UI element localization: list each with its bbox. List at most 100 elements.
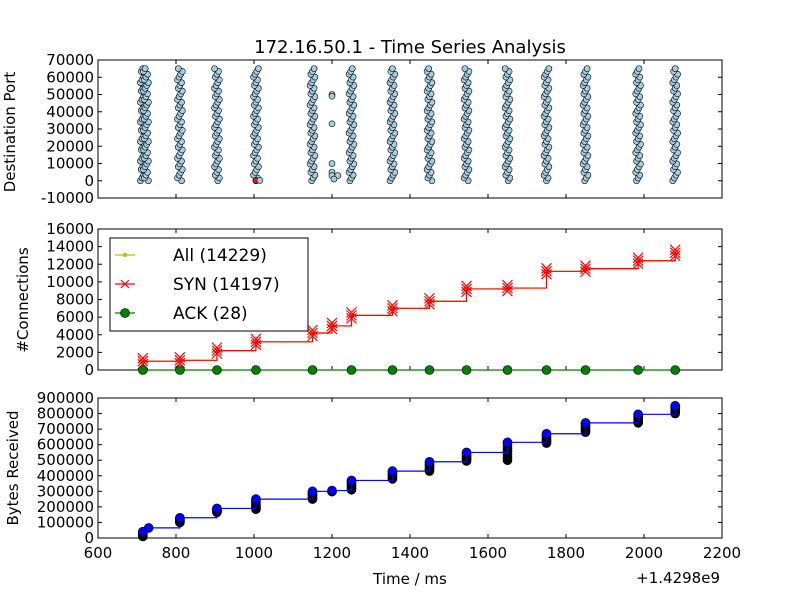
bytes-blue-point xyxy=(175,512,185,523)
port-point xyxy=(328,92,336,100)
port-point xyxy=(310,65,318,72)
port-point xyxy=(671,65,679,72)
bytes-blue-point xyxy=(307,486,318,497)
x-tick-label: 2200 xyxy=(703,544,741,562)
y-axis-label-ports: Destination Port xyxy=(1,72,19,193)
y-tick-label: 14000 xyxy=(46,238,94,256)
legend-label-all: All (14229) xyxy=(173,246,267,266)
y-axis-label-connections: #Connections xyxy=(14,247,32,352)
bytes-blue-point xyxy=(670,400,681,411)
y-tick-label: 2000 xyxy=(56,343,94,361)
syn-marker xyxy=(541,265,552,277)
bytes-blue-point xyxy=(212,503,222,514)
legend-marker-ack xyxy=(120,308,130,318)
series-2 xyxy=(138,365,681,375)
port-point xyxy=(211,65,218,72)
y-tick-label: 12000 xyxy=(46,255,94,273)
port-point xyxy=(256,177,264,184)
syn-marker xyxy=(346,309,357,321)
syn-marker xyxy=(211,348,223,360)
legend-label-syn: SYN (14197) xyxy=(173,275,280,295)
bytes-blue-point xyxy=(633,409,643,420)
syn-marker xyxy=(346,312,357,324)
bytes-blue-point xyxy=(461,447,472,458)
x-tick-label: 800 xyxy=(162,544,191,562)
ack-marker xyxy=(138,365,148,375)
syn-marker xyxy=(211,345,223,357)
port-point xyxy=(545,65,553,72)
port-point xyxy=(461,65,469,72)
y-tick-label: 10000 xyxy=(46,155,94,173)
ack-marker xyxy=(670,365,681,375)
y-tick-label: 200000 xyxy=(37,498,94,516)
syn-marker xyxy=(326,320,338,332)
port-burst xyxy=(669,65,681,185)
plot-frame xyxy=(97,397,723,539)
bytes-blue-point xyxy=(387,466,398,476)
y-tick-label: 8000 xyxy=(56,291,94,309)
y-tick-label: 600000 xyxy=(37,436,94,454)
port-point xyxy=(141,65,149,72)
y-tick-label: 0 xyxy=(84,529,94,547)
port-point xyxy=(425,65,433,72)
x-tick-label: 1800 xyxy=(547,544,585,562)
port-burst xyxy=(140,65,152,185)
bytes-blue-point xyxy=(346,475,357,486)
syn-marker xyxy=(250,339,262,351)
legend-item-ack: ACK (28) xyxy=(115,304,248,324)
y-tick-label: 70000 xyxy=(46,51,94,69)
plot-frame xyxy=(97,59,723,199)
syn-marker xyxy=(307,327,318,339)
y-tick-label: 40000 xyxy=(46,103,94,121)
ack-marker xyxy=(633,365,643,375)
port-point xyxy=(255,65,262,72)
port-burst xyxy=(386,65,399,185)
y-tick-label: 100000 xyxy=(37,513,94,531)
port-point xyxy=(635,65,643,72)
port-burst xyxy=(174,65,186,185)
ack-marker xyxy=(175,365,185,375)
syn-marker xyxy=(669,247,681,259)
y-tick-label: 500000 xyxy=(37,451,94,469)
y-axis-label-bytes: Bytes Received xyxy=(4,410,22,525)
port-burst xyxy=(345,65,358,185)
plot-destination-port: -100000100002000030000400005000060000700… xyxy=(41,51,723,207)
y-tick-label: 30000 xyxy=(46,120,94,138)
port-burst xyxy=(250,65,262,185)
y-tick-label: 60000 xyxy=(46,68,94,86)
y-tick-label: 0 xyxy=(84,172,94,190)
port-burst xyxy=(579,65,592,185)
legend-marker-all xyxy=(122,252,128,258)
y-tick-label: -10000 xyxy=(41,189,94,207)
syn-marker xyxy=(461,286,472,298)
x-tick-label: 1400 xyxy=(391,544,429,562)
syn-marker xyxy=(307,330,318,342)
y-tick-label: 20000 xyxy=(46,137,94,155)
y-tick-label: 0 xyxy=(84,361,94,379)
x-tick-label: 2000 xyxy=(625,544,663,562)
x-tick-label: 1600 xyxy=(469,544,507,562)
ack-marker xyxy=(307,365,318,375)
port-burst xyxy=(423,65,436,185)
syn-marker xyxy=(632,258,644,270)
port-burst xyxy=(632,65,644,185)
port-point xyxy=(501,65,509,72)
syn-marker xyxy=(424,295,435,307)
x-tick-label: 600 xyxy=(84,544,113,562)
port-point xyxy=(175,65,182,72)
syn-marker xyxy=(424,298,435,310)
port-point xyxy=(330,175,338,183)
ack-marker xyxy=(580,365,591,375)
bytes-blue-point xyxy=(424,456,435,467)
syn-marker xyxy=(250,336,262,348)
ack-marker xyxy=(387,365,398,375)
ack-marker xyxy=(251,365,261,375)
syn-marker xyxy=(326,323,338,335)
plot-bytes-received: 0100000200000300000400000500000600000700… xyxy=(37,389,741,562)
syn-marker xyxy=(502,282,513,294)
legend-box xyxy=(109,237,309,332)
bytes-series-line xyxy=(142,405,676,533)
syn-marker xyxy=(541,268,552,280)
syn-marker xyxy=(580,263,591,275)
